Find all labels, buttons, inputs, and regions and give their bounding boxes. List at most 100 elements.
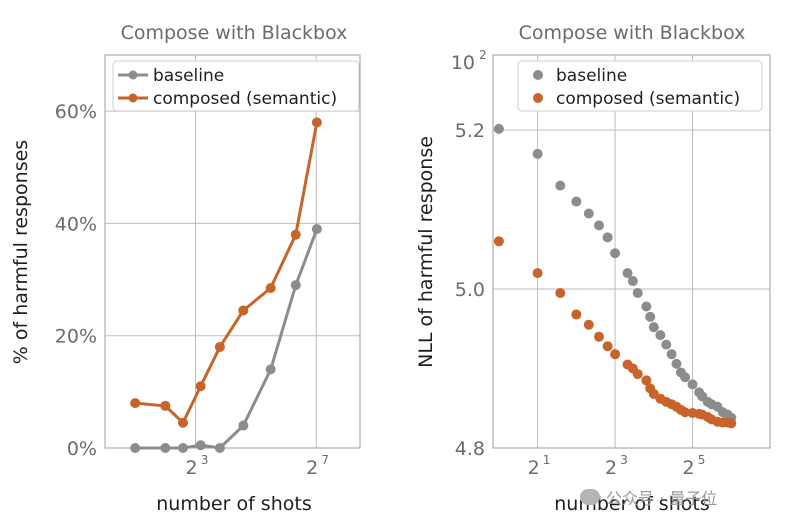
- right-y-axis-label: NLL of harmful response: [415, 136, 437, 368]
- left-data-point: [290, 229, 301, 240]
- left-data-point: [238, 420, 249, 431]
- left-data-point: [195, 381, 206, 392]
- left-data-point: [130, 398, 141, 409]
- left-legend-label: baseline: [153, 66, 224, 86]
- left-data-point: [130, 443, 141, 453]
- right-data-point: [671, 358, 682, 369]
- right-y-tick-label: 10: [451, 52, 475, 74]
- right-y-tick-label: 4.8: [455, 438, 485, 460]
- right-legend-box: [517, 60, 763, 112]
- left-y-tick-label: 40%: [55, 213, 97, 235]
- wechat-icon: [580, 489, 600, 505]
- right-data-point: [602, 341, 613, 352]
- right-data-point: [583, 319, 594, 330]
- right-data-point: [726, 418, 737, 429]
- left-data-point: [265, 282, 276, 293]
- right-data-point: [532, 268, 543, 279]
- left-x-axis-label: number of shots: [156, 493, 311, 515]
- right-legend-swatch-marker: [533, 70, 543, 80]
- right-data-point: [594, 220, 605, 231]
- left-x-tick-label: 2: [185, 457, 197, 479]
- right-x-tick-label: 2: [682, 457, 694, 479]
- right-data-point: [610, 349, 621, 360]
- left-data-point: [311, 224, 322, 235]
- right-data-point: [645, 311, 656, 322]
- left-data-point: [214, 443, 225, 453]
- right-legend: baseline composed (semantic): [517, 60, 763, 112]
- right-y-tick-label: 5.0: [455, 279, 485, 301]
- left-x-tick-exponent: 7: [321, 453, 329, 467]
- right-legend-swatch-marker: [533, 93, 543, 103]
- right-x-tick-exponent: 3: [620, 453, 628, 467]
- watermark: 公众号 · 量子位: [580, 484, 780, 510]
- left-data-point: [160, 400, 171, 411]
- left-data-point: [160, 443, 171, 453]
- left-y-tick-label: 20%: [55, 326, 97, 348]
- right-grid: [493, 55, 770, 449]
- right-data-point: [655, 330, 666, 341]
- left-data-point: [290, 280, 301, 291]
- right-x-tick-exponent: 5: [698, 453, 706, 467]
- right-data-point: [661, 339, 672, 350]
- right-data-point: [571, 196, 582, 207]
- right-data-point: [555, 180, 566, 191]
- left-data-point: [238, 305, 249, 316]
- right-x-tick-label: 2: [528, 457, 540, 479]
- right-data-point: [632, 369, 643, 380]
- right-data-point: [648, 322, 659, 333]
- right-data-point: [493, 236, 504, 247]
- left-data-point: [177, 417, 188, 428]
- left-data-point: [214, 341, 225, 352]
- right-data-point: [622, 268, 633, 279]
- right-y-tick-label: 5.2: [455, 120, 485, 142]
- right-data-point: [610, 248, 621, 259]
- left-data-point: [311, 117, 322, 128]
- left-legend-swatch-marker: [128, 70, 138, 80]
- right-x-tick-exponent: 1: [543, 453, 551, 467]
- right-data-point: [632, 287, 643, 298]
- right-data-point: [641, 375, 652, 386]
- left-legend-label: composed (semantic): [153, 89, 337, 109]
- right-data-point: [594, 331, 605, 342]
- left-chart-title: Compose with Blackbox: [121, 22, 348, 44]
- right-legend-label: baseline: [556, 66, 627, 86]
- right-data-point: [555, 287, 566, 298]
- right-legend-label: composed (semantic): [556, 89, 740, 109]
- left-data-point: [177, 443, 188, 453]
- right-data-point: [493, 123, 504, 134]
- right-data-point: [532, 148, 543, 159]
- left-data-point: [195, 440, 206, 451]
- right-data-point: [680, 407, 691, 418]
- right-data-point: [571, 309, 582, 320]
- left-y-tick-label: 0%: [67, 438, 97, 460]
- left-y-ticks: 0% 20% 40% 60%: [55, 101, 97, 460]
- left-legend: baseline composed (semantic): [112, 60, 360, 112]
- left-x-tick-exponent: 3: [201, 453, 209, 467]
- right-chart-title: Compose with Blackbox: [519, 22, 746, 44]
- left-series-line: [135, 122, 319, 426]
- right-data-point: [687, 379, 698, 390]
- right-x-tick-label: 2: [605, 457, 617, 479]
- left-data-point: [265, 364, 276, 375]
- left-series-layer: [130, 117, 322, 453]
- right-data-point: [680, 372, 691, 383]
- left-y-axis-label: % of harmful responses: [10, 140, 32, 364]
- left-legend-swatch-marker: [128, 93, 138, 103]
- left-y-tick-label: 60%: [55, 101, 97, 123]
- right-data-point: [602, 232, 613, 243]
- left-plot-frame: [104, 54, 361, 449]
- watermark-text: 公众号 · 量子位: [606, 489, 718, 508]
- left-x-tick-label: 2: [306, 457, 318, 479]
- right-series-layer: [493, 123, 737, 429]
- right-data-point: [627, 276, 638, 287]
- right-y-tick-exponent: 2: [479, 48, 487, 62]
- left-grid: [105, 55, 360, 449]
- left-legend-box: [112, 60, 360, 112]
- right-data-point: [641, 301, 652, 312]
- right-data-point: [583, 208, 594, 219]
